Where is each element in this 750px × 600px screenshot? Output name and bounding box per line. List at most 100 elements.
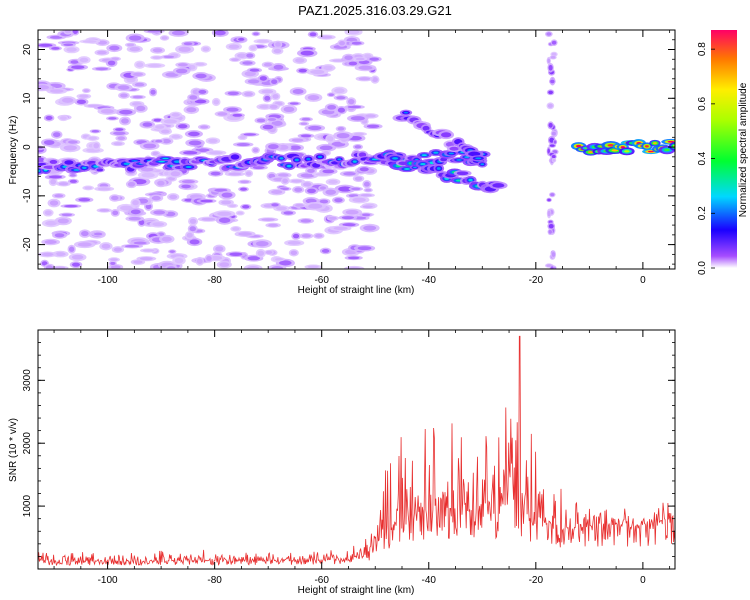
heatmap-blob [337, 127, 345, 131]
heatmap-blob-core [448, 152, 454, 155]
heatmap-blob [58, 182, 69, 186]
y-tick-label: -10 [22, 188, 33, 203]
heatmap-blob [327, 136, 334, 142]
heatmap-blob [492, 183, 505, 188]
x-tick-label: -80 [207, 275, 222, 286]
heatmap-blob [66, 47, 77, 52]
heatmap-blob [113, 131, 126, 135]
heatmap-blob [71, 262, 81, 267]
heatmap-blob [147, 63, 162, 68]
heatmap-blob [230, 154, 240, 160]
heatmap-blob [362, 205, 373, 209]
heatmap-blob [257, 250, 265, 256]
heatmap-blob [319, 199, 329, 204]
heatmap-blob [247, 79, 260, 84]
heatmap-blob-core [420, 163, 426, 166]
heatmap-blob [307, 188, 316, 194]
heatmap-blob [83, 89, 90, 93]
heatmap-blob [328, 216, 337, 220]
heatmap-blob [308, 203, 323, 209]
heatmap-blob [359, 167, 369, 172]
heatmap-blob [246, 53, 254, 58]
heatmap-blob [347, 30, 360, 35]
colorbar-tick-label: 0.6 [697, 96, 708, 110]
heatmap-blob [232, 113, 243, 117]
heatmap-blob [38, 85, 49, 90]
heatmap-blob [242, 205, 250, 209]
heatmap-blob [109, 45, 120, 51]
heatmap-blob [239, 135, 246, 140]
heatmap-blob [275, 258, 284, 261]
heatmap-blob [550, 56, 556, 59]
heatmap-blob [219, 262, 230, 268]
heatmap-blob [265, 250, 273, 254]
heatmap-blob [208, 138, 218, 143]
heatmap-blob [243, 133, 256, 136]
heatmap-blob [301, 234, 311, 238]
heatmap-blob [50, 89, 64, 93]
heatmap-blob [252, 166, 265, 170]
heatmap-blob [547, 198, 551, 202]
heatmap-blob [45, 115, 53, 121]
heatmap-blob [88, 136, 98, 140]
heatmap-blob [358, 77, 371, 81]
heatmap-blob [110, 265, 121, 269]
heatmap-blob [76, 99, 87, 105]
heatmap-blob [325, 189, 337, 195]
heatmap-blob-core [173, 160, 181, 164]
heatmap-blob-core [294, 158, 299, 162]
heatmap-blob [128, 216, 141, 221]
snr-panel: -100 -80 -60 -40 -20 0 1000 2000 3000 Height of… [8, 329, 676, 596]
heatmap-blob [277, 173, 289, 177]
heatmap-blob [41, 261, 48, 266]
heatmap-blob-core [392, 157, 399, 160]
heatmap-blob [177, 63, 188, 67]
heatmap-blob [70, 60, 79, 64]
heatmap-blob [273, 48, 282, 54]
heatmap-blob [186, 107, 197, 113]
heatmap-blob [271, 190, 283, 195]
heatmap-blob [142, 249, 155, 252]
x-tick-label: -20 [529, 575, 544, 586]
heatmap-blob [322, 169, 335, 174]
heatmap-blob [111, 195, 119, 201]
heatmap-blob [231, 58, 239, 61]
heatmap-blob [53, 132, 61, 138]
heatmap-blob [238, 232, 252, 236]
heatmap-blob [215, 246, 224, 252]
heatmap-blob [97, 40, 108, 45]
heatmap-blob [45, 265, 54, 269]
heatmap-blob [188, 140, 202, 146]
heatmap-blob [54, 194, 64, 198]
heatmap-blob-core [286, 164, 292, 168]
heatmap-blob [153, 118, 162, 122]
heatmap-blob [354, 145, 362, 149]
heatmap-blob [217, 211, 232, 216]
heatmap-blob [228, 204, 237, 208]
heatmap-blob [290, 250, 298, 256]
heatmap-blob [550, 79, 555, 84]
heatmap-blob-core [644, 145, 649, 148]
heatmap-blob [250, 45, 256, 51]
heatmap-blob [268, 144, 279, 150]
heatmap-blob [360, 193, 372, 197]
heatmap-blob [195, 73, 207, 79]
heatmap-blob [157, 180, 165, 186]
heatmap-blob-core [403, 111, 409, 114]
heatmap-blob-core [436, 167, 441, 170]
x-tick-label: -60 [314, 575, 329, 586]
heatmap-blob [45, 220, 58, 226]
heatmap-blob [280, 187, 290, 191]
heatmap-blob-core [337, 158, 342, 161]
heatmap-blob-core [421, 154, 427, 157]
heatmap-blob-core [480, 163, 485, 166]
heatmap-blob [161, 138, 171, 144]
heatmap-blob-core [123, 162, 131, 166]
heatmap-blob [336, 132, 350, 139]
heatmap-blob [151, 195, 161, 201]
heatmap-blob-core [624, 150, 630, 153]
heatmap-blob-core [588, 151, 594, 154]
heatmap-blob [64, 160, 74, 165]
heatmap-blob [69, 179, 77, 183]
heatmap-blob [79, 94, 89, 98]
